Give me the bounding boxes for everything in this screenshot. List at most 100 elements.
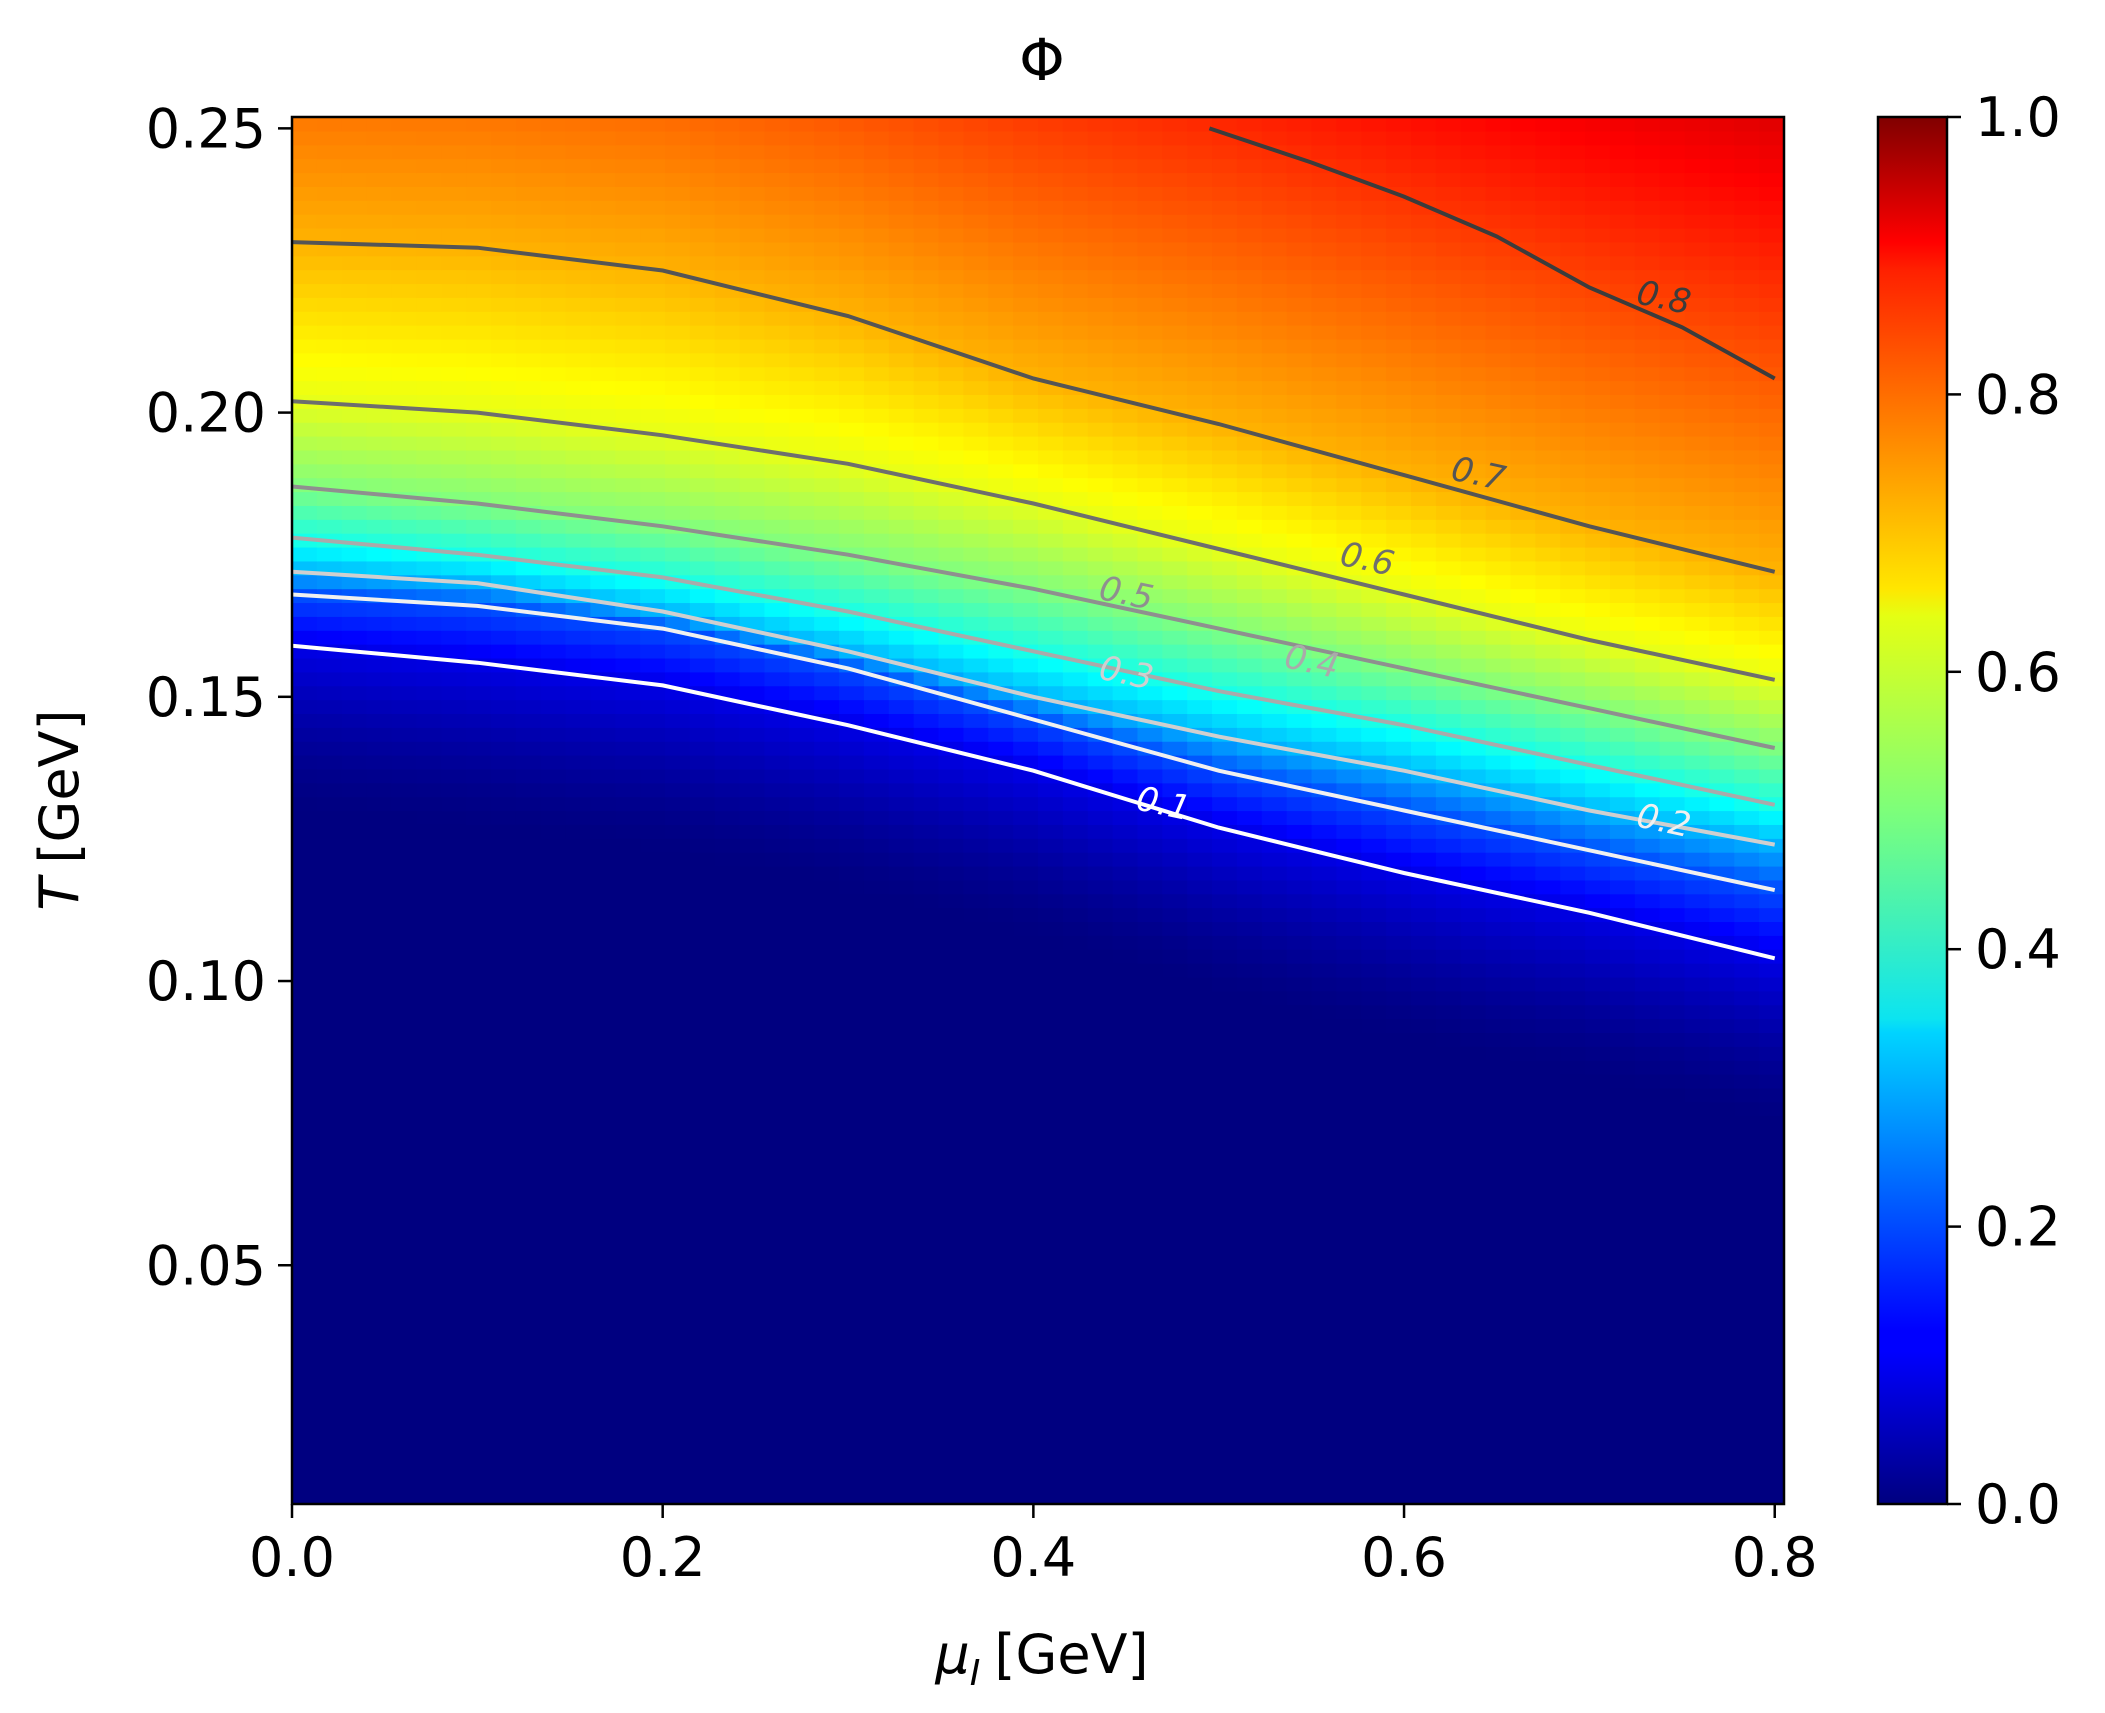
heatmap-cell bbox=[1684, 630, 1710, 645]
heatmap-cell bbox=[316, 852, 343, 867]
heatmap-cell bbox=[1212, 990, 1238, 1006]
heatmap-cell bbox=[1038, 1448, 1064, 1463]
heatmap-cell bbox=[590, 741, 616, 756]
heatmap-cell bbox=[789, 1004, 815, 1020]
heatmap-cell bbox=[1137, 963, 1163, 978]
heatmap-cell bbox=[1659, 560, 1686, 576]
heatmap-cell bbox=[988, 935, 1014, 950]
heatmap-cell bbox=[316, 1434, 343, 1450]
heatmap-cell bbox=[988, 616, 1014, 631]
heatmap-cell bbox=[1187, 1379, 1213, 1394]
heatmap-cell bbox=[615, 533, 641, 548]
heatmap-cell bbox=[540, 879, 567, 895]
heatmap-cell bbox=[1634, 1101, 1661, 1117]
heatmap-cell bbox=[316, 963, 343, 978]
heatmap-cell bbox=[1386, 990, 1412, 1006]
heatmap-cell bbox=[416, 1074, 442, 1089]
heatmap-cell bbox=[1585, 1351, 1611, 1366]
heatmap-cell bbox=[1585, 1406, 1611, 1422]
heatmap-cell bbox=[391, 1018, 417, 1034]
heatmap-cell bbox=[1560, 1490, 1586, 1504]
heatmap-cell bbox=[1013, 657, 1039, 673]
heatmap-cell bbox=[1187, 1240, 1213, 1255]
heatmap-cell bbox=[1560, 976, 1586, 992]
heatmap-cell bbox=[540, 1462, 567, 1477]
heatmap-cell bbox=[1162, 1365, 1188, 1380]
heatmap-cell bbox=[1112, 1157, 1139, 1172]
heatmap-cell bbox=[988, 921, 1014, 936]
heatmap-cell bbox=[665, 1268, 691, 1283]
heatmap-cell bbox=[1386, 574, 1412, 590]
heatmap-cell bbox=[1261, 1490, 1288, 1504]
heatmap-cell bbox=[839, 865, 865, 881]
heatmap-cell bbox=[391, 1420, 417, 1436]
heatmap-cell bbox=[1038, 1351, 1064, 1366]
heatmap-cell bbox=[1187, 907, 1213, 923]
heatmap-cell bbox=[590, 408, 616, 423]
heatmap-cell bbox=[1311, 1420, 1337, 1436]
heatmap-cell bbox=[938, 546, 964, 562]
heatmap-cell bbox=[1585, 1184, 1611, 1200]
heatmap-cell bbox=[1535, 810, 1561, 825]
heatmap-cell bbox=[366, 1101, 393, 1117]
heatmap-cell bbox=[789, 380, 815, 395]
heatmap-cell bbox=[1510, 519, 1536, 534]
heatmap-cell bbox=[1112, 1393, 1139, 1408]
heatmap-cell bbox=[839, 477, 865, 493]
heatmap-cell bbox=[316, 810, 343, 825]
heatmap-cell bbox=[1013, 1018, 1039, 1034]
heatmap-cell bbox=[1137, 1268, 1163, 1283]
heatmap-cell bbox=[416, 685, 442, 701]
heatmap-cell bbox=[1460, 768, 1487, 784]
heatmap-cell bbox=[1386, 422, 1412, 437]
heatmap-cell bbox=[466, 1420, 492, 1436]
heatmap-cell bbox=[1162, 1087, 1188, 1103]
heatmap-cell bbox=[615, 990, 641, 1006]
heatmap-cell bbox=[590, 1323, 616, 1339]
heatmap-cell bbox=[1659, 588, 1686, 604]
heatmap-cell bbox=[1261, 491, 1288, 506]
heatmap-cell bbox=[1485, 505, 1512, 520]
heatmap-cell bbox=[1386, 810, 1412, 825]
heatmap-cell bbox=[1535, 1004, 1561, 1020]
heatmap-cell bbox=[416, 976, 442, 992]
heatmap-cell bbox=[1560, 1393, 1586, 1408]
heatmap-cell bbox=[1212, 1420, 1238, 1436]
heatmap-cell bbox=[1013, 921, 1039, 936]
heatmap-cell bbox=[1361, 1254, 1387, 1269]
heatmap-cell bbox=[863, 352, 890, 368]
heatmap-cell bbox=[441, 380, 467, 395]
heatmap-cell bbox=[565, 810, 591, 825]
heatmap-cell bbox=[839, 1101, 865, 1117]
heatmap-cell bbox=[1485, 1004, 1512, 1020]
heatmap-cell bbox=[1038, 1115, 1064, 1131]
heatmap-cell bbox=[590, 713, 616, 728]
heatmap-cell bbox=[1485, 671, 1512, 687]
heatmap-cell bbox=[615, 394, 641, 409]
heatmap-cell bbox=[1361, 824, 1387, 839]
heatmap-cell bbox=[1659, 1406, 1686, 1422]
heatmap-cell bbox=[441, 755, 467, 770]
heatmap-cell bbox=[540, 491, 567, 506]
heatmap-cell bbox=[1485, 657, 1512, 673]
heatmap-cell bbox=[839, 685, 865, 701]
heatmap-cell bbox=[1062, 1282, 1089, 1297]
heatmap-cell bbox=[615, 879, 641, 895]
heatmap-cell bbox=[1112, 949, 1139, 964]
heatmap-cell bbox=[789, 1379, 815, 1394]
heatmap-cell bbox=[1759, 879, 1784, 895]
heatmap-cell bbox=[292, 1198, 318, 1214]
heatmap-cell bbox=[341, 422, 368, 437]
heatmap-cell bbox=[1634, 1393, 1661, 1408]
heatmap-cell bbox=[292, 1295, 318, 1311]
heatmap-cell bbox=[441, 1309, 467, 1325]
heatmap-cell bbox=[490, 727, 517, 742]
heatmap-cell bbox=[391, 741, 417, 756]
heatmap-cell bbox=[1013, 1295, 1039, 1311]
heatmap-cell bbox=[341, 921, 368, 936]
heatmap-cell bbox=[391, 796, 417, 812]
heatmap-cell bbox=[764, 1143, 790, 1158]
heatmap-cell bbox=[292, 671, 318, 687]
heatmap-cell bbox=[366, 657, 393, 673]
heatmap-cell bbox=[1286, 1032, 1313, 1047]
